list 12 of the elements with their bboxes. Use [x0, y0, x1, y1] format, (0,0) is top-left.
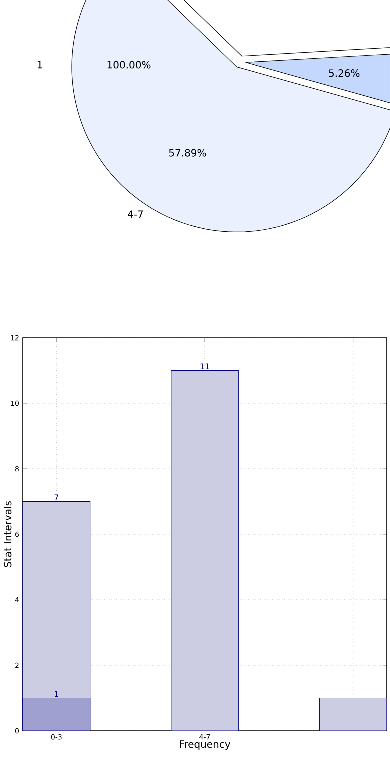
data-label: 11	[200, 364, 210, 370]
data-label: 1	[55, 691, 58, 698]
bar	[171, 370, 239, 732]
x-axis-title: Frequency	[180, 740, 231, 750]
data-label: 7	[54, 494, 59, 501]
data-label: 57.89%	[169, 149, 206, 157]
text: 100.00%	[108, 61, 151, 69]
slice-label: 4-7	[128, 210, 144, 218]
text: 1	[38, 61, 42, 69]
y-axis-title: Stat Intervals	[4, 501, 12, 568]
data-label: 5.26%	[329, 70, 360, 78]
bar	[319, 698, 388, 732]
